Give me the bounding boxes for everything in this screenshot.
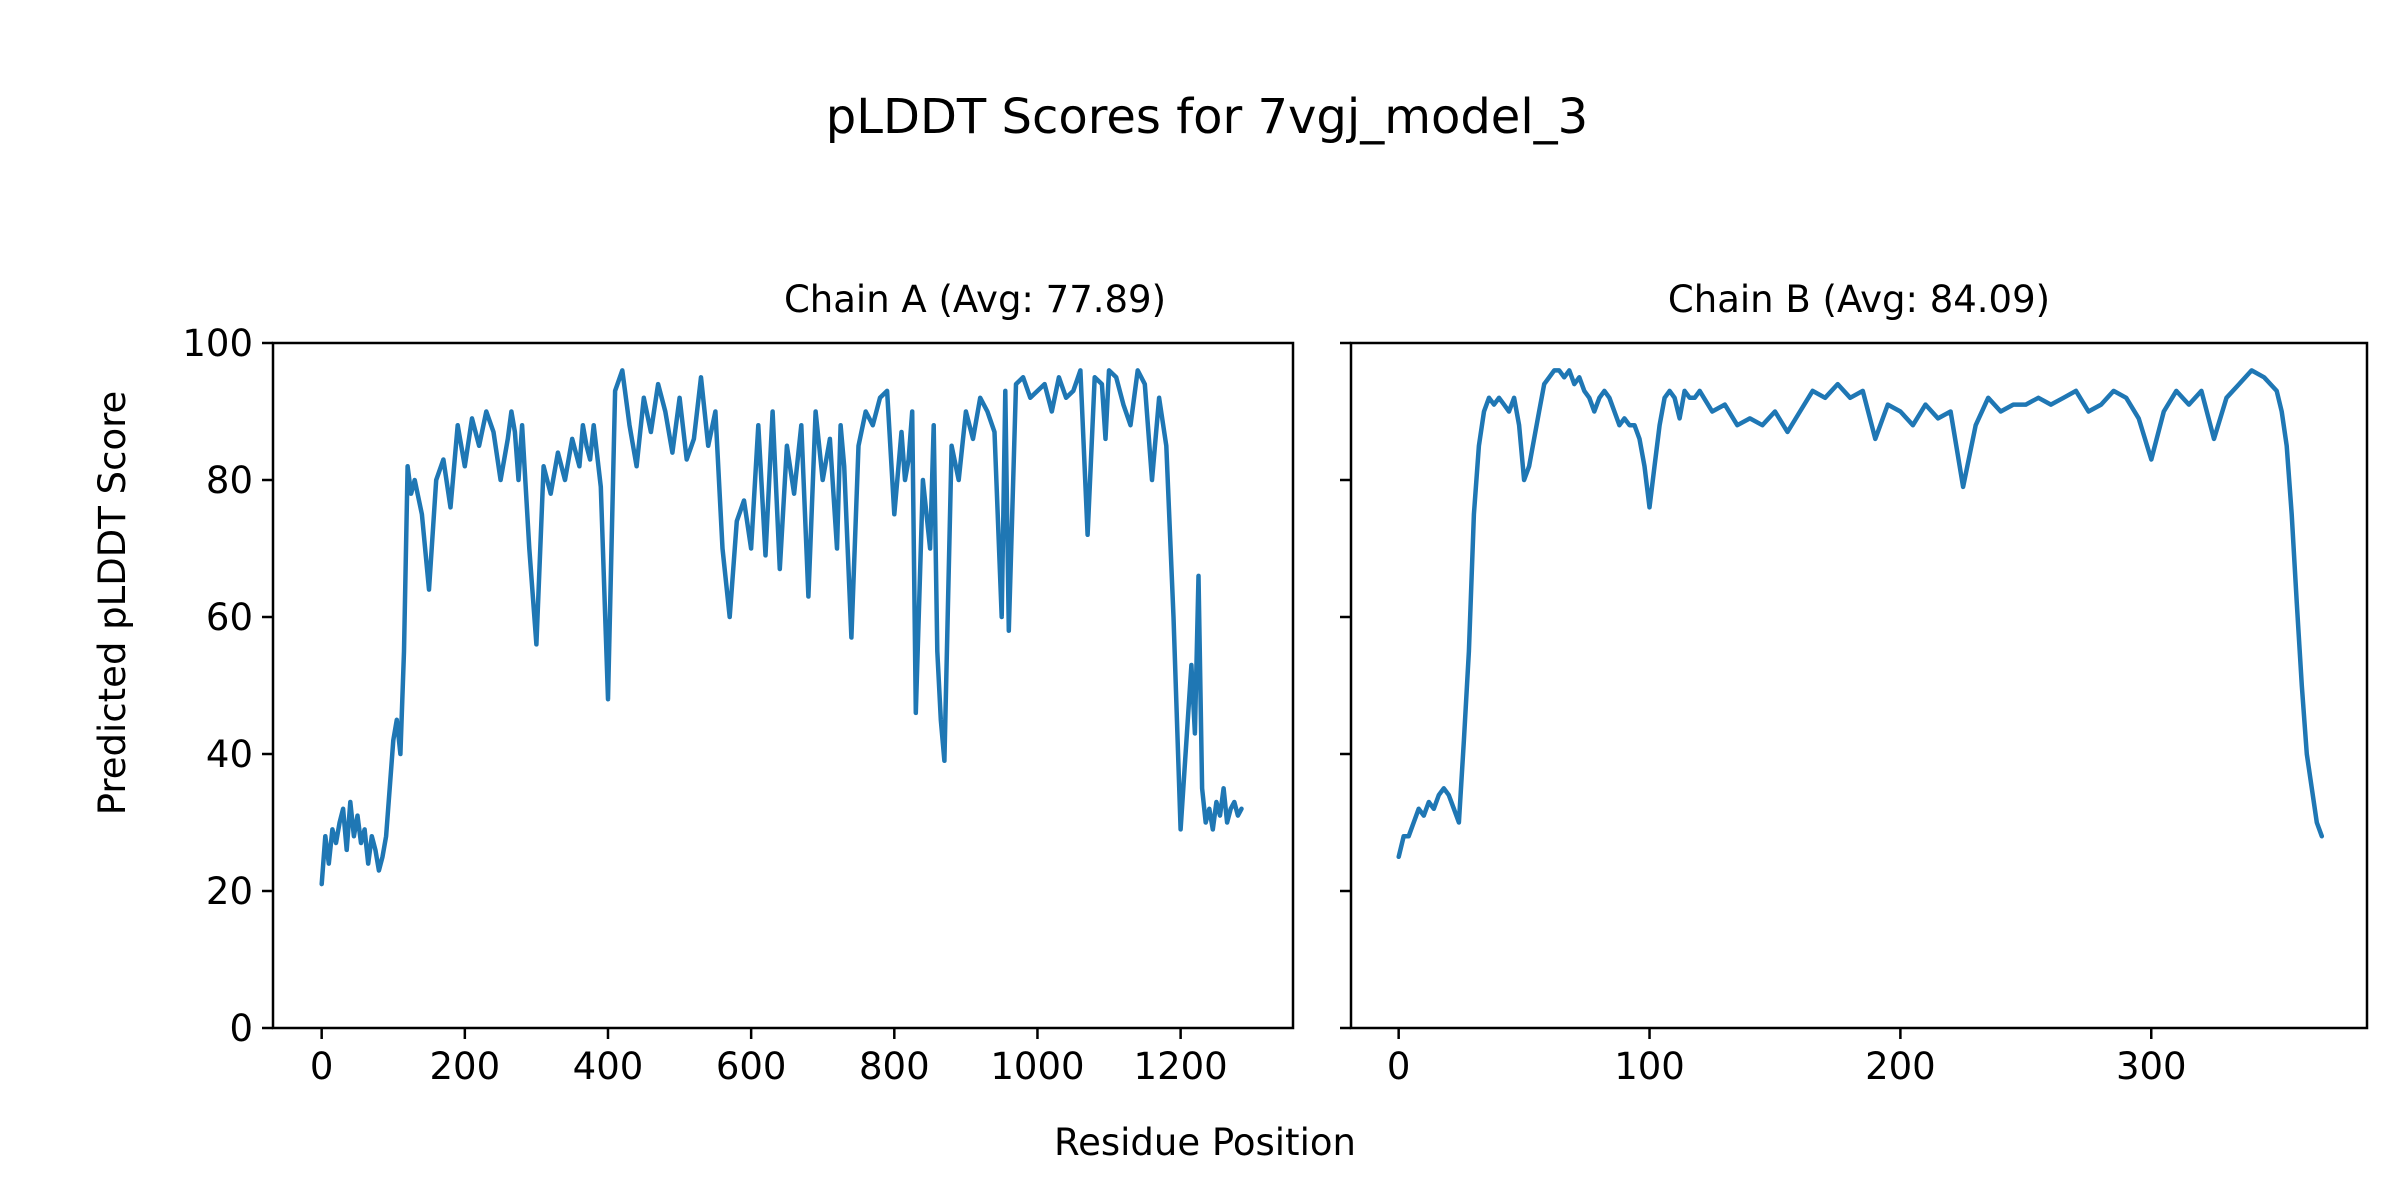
chain-a-axes: 0 200 400 600 800 1000 1200 0 20 40 60 80 100 <box>182 322 1227 1088</box>
chain-a-ytick-label: 20 <box>206 870 253 913</box>
chain-b-xtick-label: 100 <box>1614 1045 1685 1088</box>
chain-a-frame <box>271 341 1295 1030</box>
chain-a-panel: Chain A (Avg: 77.89) 0 200 400 600 800 1000 12… <box>182 278 1295 1088</box>
chain-a-line <box>319 368 1244 887</box>
chain-b-line <box>1396 368 2325 860</box>
chain-a-xtick-label: 400 <box>573 1045 644 1088</box>
chain-b-title: Chain B (Avg: 84.09) <box>1668 278 2050 321</box>
chain-b-xtick-label: 200 <box>1865 1045 1936 1088</box>
figure-title: pLDDT Scores for 7vgj_model_3 <box>826 89 1588 145</box>
chain-a-ytick-label: 0 <box>229 1007 253 1050</box>
chain-a-xtick-label: 1200 <box>1134 1045 1228 1088</box>
chain-b-frame <box>1349 341 2369 1030</box>
chain-b-panel: Chain B (Avg: 84.09) 0 100 200 300 <box>1340 278 2369 1088</box>
chain-a-xtick-label: 200 <box>430 1045 501 1088</box>
chain-a-xtick-label: 1000 <box>990 1045 1084 1088</box>
chain-a-ytick-label: 60 <box>206 596 253 639</box>
chain-b-xtick-label: 0 <box>1387 1045 1411 1088</box>
chain-a-xtick-label: 600 <box>716 1045 787 1088</box>
chain-a-ytick-label: 100 <box>182 322 253 365</box>
chain-a-xtick-label: 800 <box>859 1045 930 1088</box>
chain-a-ytick-label: 40 <box>206 733 253 776</box>
chain-a-ytick-label: 80 <box>206 459 253 502</box>
chain-a-title: Chain A (Avg: 77.89) <box>784 278 1166 321</box>
y-axis-label: Predicted pLDDT Score <box>91 391 134 816</box>
chain-b-xtick-label: 300 <box>2116 1045 2187 1088</box>
chain-a-xtick-label: 0 <box>310 1045 334 1088</box>
chain-b-axes: 0 100 200 300 <box>1340 341 2187 1088</box>
x-axis-label: Residue Position <box>1054 1121 1356 1164</box>
